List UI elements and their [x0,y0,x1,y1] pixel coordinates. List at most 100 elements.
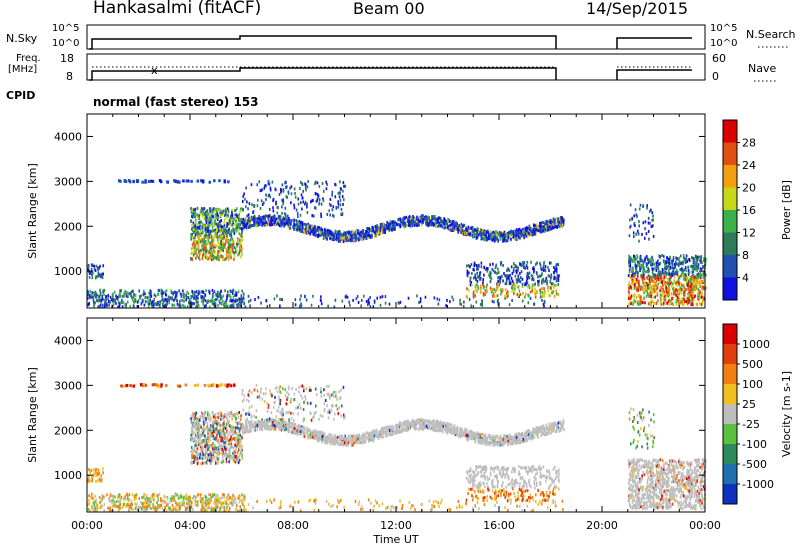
scatter-mark [531,232,533,236]
scatter-mark [674,272,677,276]
scatter-mark [119,292,121,296]
scatter-mark [105,295,108,299]
scatter-mark [510,232,513,236]
scatter-mark [642,295,645,299]
scatter-mark [355,297,358,301]
scatter-mark [506,277,508,281]
scatter-mark [233,217,235,221]
scatter-mark [205,503,207,507]
scatter-mark [534,224,536,228]
scatter-mark [376,296,379,300]
scatter-mark [267,217,270,221]
scatter-mark [115,294,117,298]
scatter-mark [192,245,195,249]
scatter-mark [474,275,477,279]
scatter-mark [686,302,689,306]
scatter-mark [99,288,101,292]
scatter-mark [482,291,485,295]
scatter-mark [646,284,649,288]
scatter-mark [123,294,125,298]
scatter-mark [426,222,429,226]
scatter-mark [436,220,439,224]
scatter-mark [547,286,549,290]
scatter-mark [543,221,545,225]
scatter-mark [193,296,195,300]
scatter-mark [239,223,241,227]
scatter-mark [646,262,649,266]
scatter-mark [411,224,414,228]
scatter-mark [143,289,145,293]
scatter-mark [174,179,177,183]
scatter-mark [502,235,504,239]
scatter-mark [384,295,387,299]
scatter-mark [526,273,529,277]
scatter-mark [643,283,645,287]
colorbar-tick-label: 28 [742,137,756,150]
scatter-mark [198,289,200,293]
scatter-mark [168,299,170,303]
scatter-mark [204,224,207,228]
scatter-mark [292,225,294,229]
scatter-mark [437,217,439,221]
scatter-mark [373,234,376,238]
scatter-mark [699,276,702,280]
scatter-mark [666,260,669,264]
scatter-mark [211,211,214,215]
scatter-mark [118,305,121,309]
scatter-mark [393,221,396,225]
scatter-mark [119,498,122,502]
scatter-mark [691,282,694,286]
scatter-mark [161,294,163,298]
scatter-mark [690,293,693,297]
freq-label-2: [MHz] [8,64,38,75]
scatter-mark [479,230,481,234]
scatter-mark [630,274,633,278]
scatter-mark [183,299,185,303]
scatter-mark [207,228,210,232]
scatter-mark [232,250,235,254]
scatter-mark [683,268,685,272]
scatter-mark [198,217,201,221]
scatter-mark [460,303,463,307]
scatter-mark [284,222,287,226]
scatter-mark [219,237,222,241]
scatter-mark [492,294,494,298]
scatter-mark [271,215,274,219]
scatter-mark [543,287,545,291]
scatter-mark [696,273,699,277]
scatter-mark [230,233,233,237]
scatter-mark [702,299,704,303]
scatter-mark [166,302,168,306]
scatter-mark [325,180,328,184]
scatter-mark [228,245,230,249]
scatter-mark [497,233,500,237]
scatter-mark [137,299,140,303]
scatter-mark [190,233,193,237]
scatter-mark [293,221,295,225]
scatter-mark [135,504,137,508]
scatter-mark [260,219,262,223]
scatter-mark [192,208,195,212]
scatter-mark [146,507,148,511]
scatter-mark [377,225,380,229]
scatter-mark [700,280,702,284]
scatter-mark [141,180,144,184]
colorbar-segment [723,165,737,188]
scatter-mark [525,279,528,283]
scatter-mark [235,298,238,302]
scatter-mark [131,493,134,497]
scatter-mark [652,218,654,222]
scatter-mark [553,265,555,269]
scatter-mark [236,496,239,500]
scatter-mark [226,252,228,256]
scatter-mark [194,224,197,228]
scatter-mark [548,225,550,229]
scatter-mark [238,213,240,217]
scatter-mark [352,298,354,302]
scatter-mark [220,224,223,228]
scatter-mark [197,237,200,241]
scatter-mark [636,229,639,233]
scatter-mark [112,302,115,306]
scatter-mark [663,275,666,279]
scatter-mark [149,292,152,296]
